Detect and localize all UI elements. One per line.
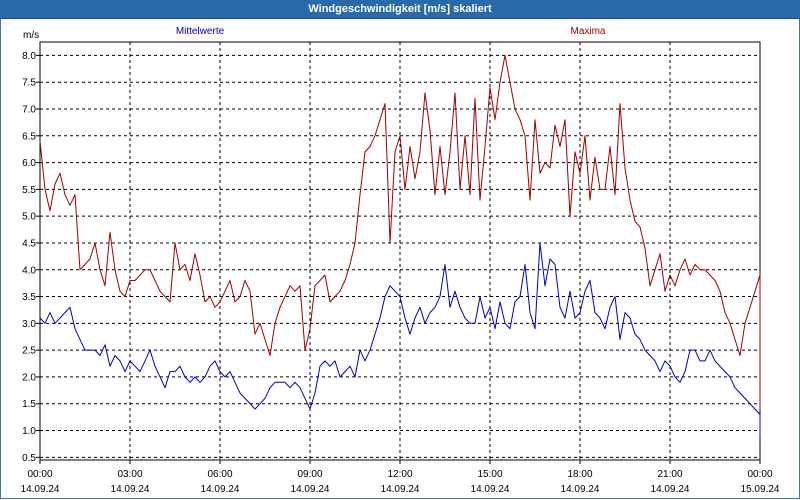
y-axis-unit-label: m/s [23,30,39,41]
y-tick-label: 3.0 [22,319,36,330]
x-tick-time-label: 03:00 [117,469,142,480]
legend-maxima: Maxima [570,26,605,37]
y-tick-label: 5.5 [22,185,36,196]
x-tick-date-label: 14.09.24 [201,484,240,495]
x-tick-date-label: 14.09.24 [21,484,60,495]
y-tick-label: 1.0 [22,426,36,437]
y-tick-label: 5.0 [22,212,36,223]
x-tick-date-label: 14.09.24 [111,484,150,495]
y-tick-label: 6.0 [22,158,36,169]
x-tick-time-label: 15:00 [477,469,502,480]
x-tick-date-label: 14.09.24 [651,484,690,495]
x-tick-time-label: 00:00 [747,469,772,480]
y-tick-label: 7.0 [22,104,36,115]
chart-title: Windgeschwindigkeit [m/s] skaliert [0,0,800,19]
x-tick-date-label: 14.09.24 [291,484,330,495]
series-line-maxima [39,54,761,410]
legend-mittelwerte: Mittelwerte [176,26,225,37]
x-tick-time-label: 18:00 [567,469,592,480]
x-tick-date-label: 14.09.24 [471,484,510,495]
y-tick-label: 4.5 [22,238,36,249]
y-tick-label: 7.5 [22,78,36,89]
y-tick-label: 0.5 [22,453,36,464]
y-tick-label: 2.5 [22,346,36,357]
x-tick-date-label: 15.09.24 [741,484,780,495]
x-tick-time-label: 06:00 [207,469,232,480]
x-tick-date-label: 14.09.24 [381,484,420,495]
x-tick-time-label: 00:00 [27,469,52,480]
x-tick-time-label: 09:00 [297,469,322,480]
y-tick-label: 8.0 [22,51,36,62]
x-tick-date-label: 14.09.24 [561,484,600,495]
series-line-mittelwerte [39,242,761,437]
y-tick-label: 3.5 [22,292,36,303]
y-tick-label: 4.0 [22,265,36,276]
x-tick-time-label: 21:00 [657,469,682,480]
y-tick-label: 6.5 [22,131,36,142]
y-tick-label: 2.0 [22,372,36,383]
x-tick-time-label: 12:00 [387,469,412,480]
y-tick-label: 1.5 [22,399,36,410]
